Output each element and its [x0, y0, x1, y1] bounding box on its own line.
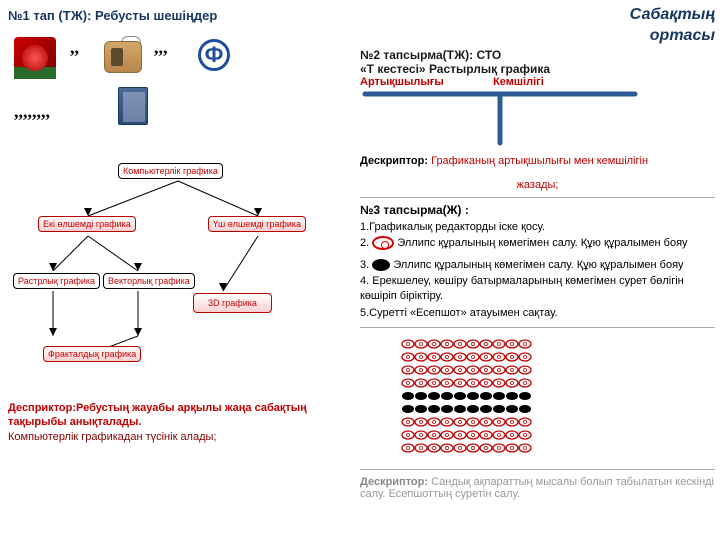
separator-1	[360, 197, 715, 198]
task2-sub: «Т кестесі» Растырлық графика	[360, 62, 715, 76]
t-table-headers: Артықшылығы Кемшілігі	[360, 76, 715, 88]
phi-icon: Ф	[198, 39, 230, 71]
commas-2: ,,,	[154, 37, 168, 58]
t3-item3: 3. Эллипс құралының көмегімен салу. Құю …	[360, 258, 715, 273]
task3-block: №3 тапсырма(Ж) : 1.Графикалық редакторды…	[360, 202, 715, 321]
t3-3b: Эллипс құралының көмегімен салу. Құю құр…	[393, 259, 683, 271]
desc-r-body: Графиканың артықшылығы мен кемшілігін	[428, 155, 648, 167]
task1-title: №1 тап (ТЖ): Ребусты шешіңдер	[8, 8, 353, 23]
rebus-area: ,, ,,, Ф ,,,,,,,,	[8, 31, 353, 151]
t3-item2: 2. Эллипс құралының көмегімен салу. Құю …	[360, 236, 715, 251]
tree-n3: Үш өлшемді графика	[208, 216, 306, 232]
descriptor-left: Десприктор:Ребустың жауабы арқылы жаңа с…	[8, 401, 353, 444]
separator-2	[360, 327, 715, 328]
t3-item5: 5.Суретті «Есепшот» атауымен сақтау.	[360, 306, 715, 321]
desc-b-label: Дескриптор:	[360, 476, 428, 488]
t3-item4: 4. Ерекшелеу, көшіру батырмаларының көме…	[360, 274, 715, 305]
tree-root: Компьютерлік графика	[118, 163, 223, 179]
abacus-svg	[400, 336, 540, 463]
commas-1: ,,	[70, 37, 79, 58]
desc-left-label: Десприктор:	[8, 402, 76, 414]
tree-n7: Фракталдық графика	[43, 346, 141, 362]
disadvantage-label: Кемшілігі	[493, 76, 544, 88]
t-table-shape	[360, 88, 660, 148]
desc-r-body2: жазады;	[360, 179, 715, 191]
desc-r-label: Дескриптор:	[360, 155, 428, 167]
commas-3: ,,,,,,,,	[14, 101, 50, 122]
desc-left-sub: Компьютерлік графикадан түсінік алады;	[8, 430, 353, 444]
rose-image	[14, 37, 56, 79]
task2-title: №2 тапсырма(ТЖ): СТО	[360, 48, 715, 62]
tree-n5: Векторлық графика	[103, 273, 195, 289]
task2-block: №2 тапсырма(ТЖ): СТО «Т кестесі» Растырл…	[360, 48, 715, 151]
left-column: №1 тап (ТЖ): Ребусты шешіңдер ,, ,,, Ф ,…	[8, 8, 353, 444]
t3-2b: Эллипс құралының көмегімен салу. Құю құр…	[397, 237, 687, 249]
tree-n2: Екі өлшемді графика	[38, 216, 136, 232]
red-ellipse-icon	[372, 236, 394, 250]
black-ellipse-icon	[372, 259, 390, 271]
tree-n4: Растрлық графика	[13, 273, 100, 289]
separator-3	[360, 469, 715, 470]
task3-title: №3 тапсырма(Ж) :	[360, 202, 715, 219]
abacus-grid	[400, 336, 715, 463]
radio-image	[104, 41, 142, 73]
book-image	[118, 87, 148, 125]
graphics-tree: Компьютерлік графика Екі өлшемді графика…	[8, 161, 348, 391]
descriptor-bottom: Дескриптор: Сандық ақпараттың мысалы бол…	[360, 476, 715, 500]
t3-item1: 1.Графикалық редакторды іске қосу.	[360, 220, 715, 235]
descriptor-right: Дескриптор: Графиканың артықшылығы мен к…	[360, 155, 715, 191]
right-column: №2 тапсырма(ТЖ): СТО «Т кестесі» Растырл…	[360, 8, 715, 500]
tree-n6: 3D графика	[193, 293, 272, 313]
t3-2a: 2.	[360, 237, 369, 249]
t3-3a: 3.	[360, 259, 369, 271]
advantage-label: Артықшылығы	[360, 76, 490, 88]
